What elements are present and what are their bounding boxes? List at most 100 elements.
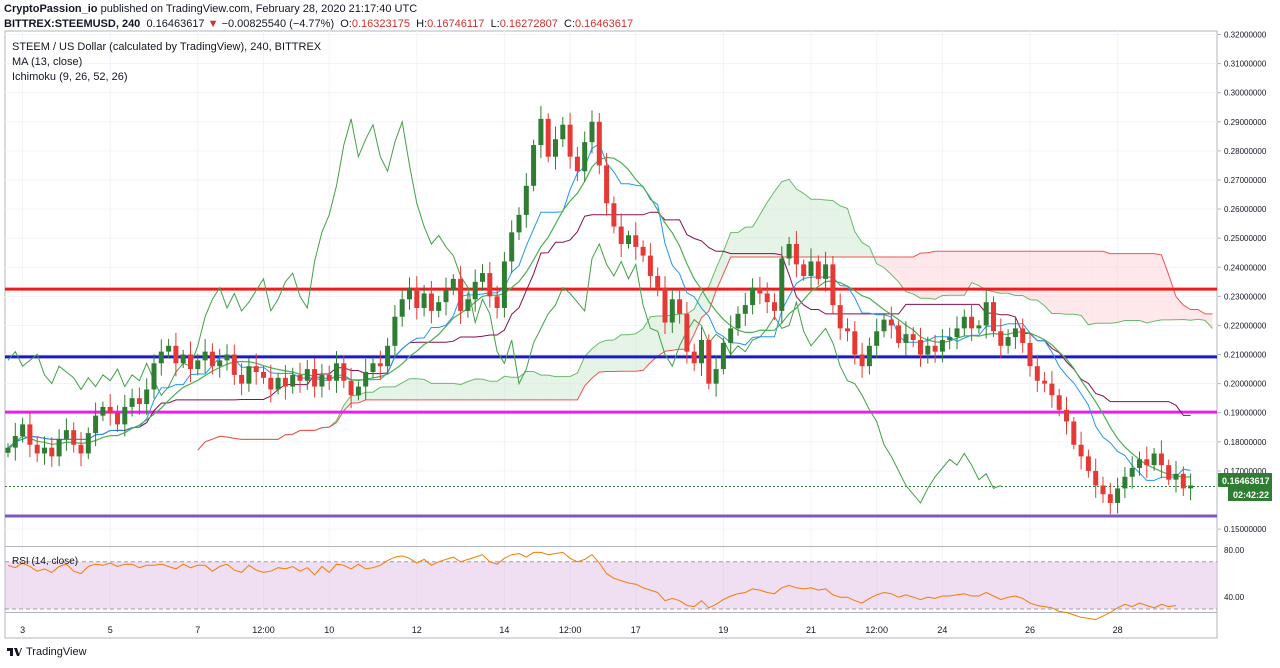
candle-body (837, 305, 843, 329)
cloud-segment (767, 191, 775, 257)
cloud-segment (1044, 251, 1052, 314)
time-axis[interactable]: 3 5 7 12:00 10 12 14 12:00 17 19 21 12:00 24 26 28 (20, 625, 1123, 635)
footer-brand[interactable]: TradingView (26, 646, 87, 658)
price-chart[interactable]: 0.32000000 0.31000000 0.30000000 0.29000000… (0, 0, 1280, 640)
candle-body (1042, 380, 1048, 384)
candle-body (574, 156, 580, 172)
cloud-segment (745, 227, 753, 257)
candle-body (969, 316, 975, 329)
time-tick-label: 26 (1025, 625, 1035, 635)
candle-body (458, 278, 464, 311)
cloud-segment (650, 316, 658, 363)
countdown-badge-bg (1228, 487, 1272, 501)
candle-body (918, 340, 923, 355)
candle-body (947, 337, 953, 340)
cloud-segment (1030, 251, 1038, 301)
cloud-segment (898, 257, 906, 292)
candle-body (319, 374, 325, 387)
footer: TradingView (6, 646, 87, 658)
candle-body (465, 299, 471, 311)
candle-body (209, 351, 215, 367)
low-value: 0.16272807 (499, 18, 558, 30)
cloud-segment (825, 200, 833, 257)
candle-body (1151, 453, 1157, 466)
candle-body (845, 328, 850, 332)
cloud-segment (832, 200, 841, 257)
last-price: 0.16463617 (146, 18, 205, 30)
candle-body (355, 386, 361, 396)
time-tick-label: 3 (20, 625, 25, 635)
candle-body (428, 293, 434, 311)
rsi-tick-label: 80.00 (1224, 546, 1245, 555)
candle-body (866, 345, 872, 367)
candle-body (334, 363, 339, 381)
candle-body (728, 328, 734, 343)
candle-body (312, 369, 318, 387)
cloud-segment (935, 251, 943, 300)
candle-body (626, 235, 631, 244)
cloud-segment (1073, 251, 1082, 316)
rsi-tick-label: 40.00 (1224, 593, 1245, 602)
candle-body (764, 293, 770, 303)
cloud-segment (716, 251, 724, 291)
candle-body (1049, 383, 1055, 396)
candle-body (662, 287, 668, 323)
candle-body (961, 316, 967, 329)
rsi-legend: RSI (14, close) (12, 556, 78, 567)
cloud-segment (920, 252, 928, 299)
cloud-segment (1059, 251, 1067, 315)
candle-body (1180, 473, 1186, 489)
cloud-segment (913, 253, 921, 299)
cloud-segment (453, 383, 461, 400)
candle-body (158, 351, 164, 364)
candle-body (910, 334, 916, 340)
time-tick-label: 12:00 (559, 625, 582, 635)
author-name[interactable]: CryptoPassion_io (4, 3, 98, 15)
candle-body (896, 325, 902, 343)
publish-info: published on TradingView.com, February 2… (100, 3, 418, 15)
candle-body (1188, 485, 1194, 489)
price-tick-label: 0.20000000 (1224, 380, 1267, 389)
candle-body (85, 433, 91, 454)
candle-body (983, 302, 989, 326)
countdown-badge: 02:42:22 (1233, 490, 1269, 500)
cloud-segment (927, 251, 936, 300)
candlesticks[interactable] (5, 105, 1194, 515)
cloud-segment (446, 383, 454, 400)
candle-body (480, 273, 485, 282)
candle-body (231, 354, 237, 375)
candle-body (224, 354, 230, 361)
candle-body (1056, 395, 1062, 410)
candle-body (494, 296, 500, 308)
time-tick-label: 12:00 (865, 625, 888, 635)
cloud-segment (1008, 251, 1016, 296)
price-axis[interactable]: 0.32000000 0.31000000 0.30000000 0.29000000… (1217, 30, 1267, 602)
cloud-segment (1190, 309, 1198, 321)
candle-body (611, 203, 617, 227)
candle-body (166, 345, 172, 352)
cloud-segment (562, 376, 571, 400)
cloud-segment (351, 395, 359, 404)
candle-body (677, 299, 683, 314)
candle-body (370, 363, 376, 373)
price-tick-label: 0.24000000 (1224, 263, 1267, 272)
legend-title: STEEM / US Dollar (calculated by Trading… (12, 41, 322, 53)
candle-body (261, 372, 266, 378)
candle-body (217, 360, 223, 367)
candle-body (1078, 444, 1084, 457)
cloud-segment (1022, 251, 1030, 300)
candle-body (991, 302, 996, 332)
cloud-segment (394, 382, 403, 400)
cloud-segment (818, 199, 826, 257)
candle-body (596, 121, 602, 166)
candle-body (772, 302, 777, 311)
cloud-segment (694, 293, 702, 335)
cloud-segment (1154, 253, 1162, 322)
cloud-segment (723, 232, 731, 274)
candle-body (830, 264, 836, 306)
cloud-segment (1124, 253, 1133, 321)
cloud-segment (431, 383, 439, 400)
cloud-segment (555, 376, 563, 400)
price-tick-label: 0.30000000 (1224, 89, 1267, 98)
price-tick-label: 0.32000000 (1224, 30, 1267, 39)
